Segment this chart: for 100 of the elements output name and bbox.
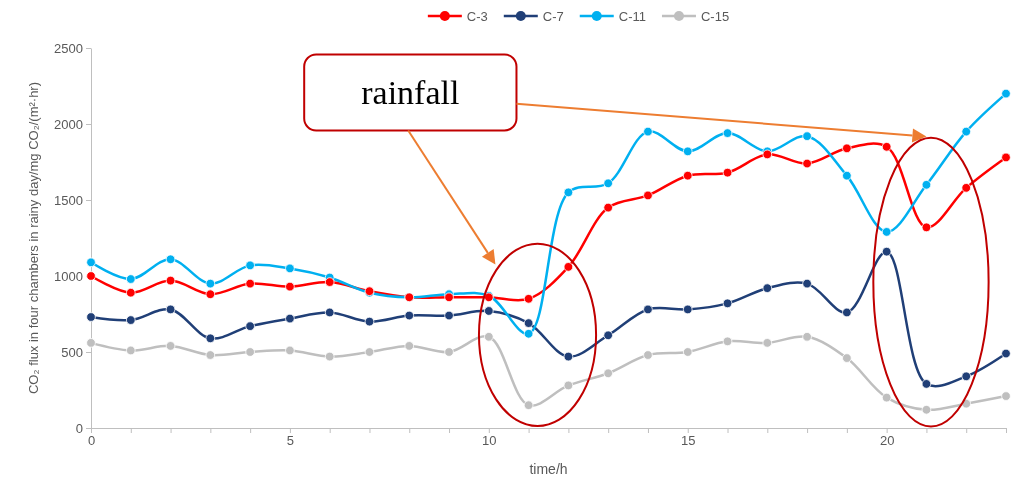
- y-tick-label: 2000: [54, 116, 83, 132]
- y-axis-title: CO₂ flux in four chambers in rainy day/mg CO₂/(m²·hr): [26, 81, 41, 395]
- x-tick-label: 5: [286, 433, 295, 449]
- point: [682, 347, 693, 357]
- point: [444, 310, 454, 321]
- x-axis-title: time/h: [529, 461, 568, 477]
- point: [126, 287, 136, 298]
- point: [364, 316, 375, 327]
- point: [285, 313, 295, 324]
- point: [802, 278, 812, 289]
- point: [444, 347, 454, 357]
- y-tick-label: 1000: [54, 268, 83, 284]
- point: [643, 190, 653, 201]
- y-tick-label: 2500: [54, 40, 83, 56]
- point: [324, 277, 335, 287]
- point: [205, 350, 216, 360]
- point: [563, 351, 574, 362]
- point: [762, 338, 773, 348]
- point: [563, 262, 574, 272]
- x-tick-label: 10: [482, 433, 497, 449]
- point: [802, 158, 812, 169]
- point: [682, 146, 693, 157]
- point: [523, 329, 534, 339]
- point: [603, 202, 613, 213]
- point: [921, 180, 932, 190]
- point: [126, 315, 136, 325]
- point: [364, 347, 375, 357]
- point: [603, 330, 613, 341]
- legend-label: C-11: [618, 8, 646, 24]
- point: [643, 304, 653, 315]
- point: [285, 345, 295, 356]
- point: [86, 271, 96, 281]
- legend-label: C-7: [542, 8, 564, 24]
- point: [722, 167, 733, 178]
- point: [285, 263, 295, 274]
- point: [245, 278, 255, 289]
- point: [165, 304, 176, 315]
- point: [444, 292, 454, 303]
- point: [165, 341, 176, 351]
- legend-label: C-3: [466, 8, 488, 24]
- legend-label: C-15: [700, 8, 730, 24]
- point: [165, 275, 176, 286]
- point: [682, 170, 693, 181]
- point: [245, 260, 255, 271]
- point: [205, 289, 216, 299]
- point: [126, 345, 136, 356]
- point: [881, 392, 892, 403]
- point: [603, 368, 613, 379]
- point: [523, 318, 534, 328]
- x-tick-label: 15: [681, 433, 696, 449]
- point: [921, 379, 932, 389]
- point: [842, 143, 852, 154]
- point: [86, 338, 96, 348]
- point: [1001, 391, 1011, 401]
- point: [643, 126, 653, 137]
- point: [126, 274, 136, 284]
- point: [205, 333, 216, 344]
- point: [484, 332, 494, 342]
- y-tick-label: 0: [75, 420, 83, 436]
- point: [285, 281, 295, 292]
- point: [881, 142, 892, 152]
- point: [881, 227, 892, 237]
- point: [802, 131, 812, 141]
- point: [842, 170, 852, 181]
- point: [961, 126, 971, 137]
- point: [404, 341, 415, 351]
- point: [523, 294, 534, 304]
- y-tick-label: 1500: [54, 192, 83, 208]
- point: [921, 222, 932, 233]
- point: [165, 254, 176, 265]
- point: [245, 347, 255, 357]
- point: [1001, 88, 1011, 99]
- point: [324, 307, 335, 318]
- point: [245, 321, 255, 331]
- point: [86, 257, 96, 268]
- point: [404, 310, 415, 321]
- point: [205, 278, 216, 289]
- point: [881, 246, 892, 257]
- point: [682, 304, 693, 315]
- point: [324, 351, 335, 362]
- point: [603, 178, 613, 189]
- x-tick-label: 0: [87, 433, 96, 449]
- point: [563, 380, 574, 391]
- point: [563, 187, 574, 198]
- point: [523, 400, 534, 410]
- point: [921, 405, 932, 415]
- point: [961, 371, 971, 382]
- x-tick-label: 20: [879, 433, 895, 449]
- y-tick-label: 500: [61, 344, 83, 360]
- point: [722, 128, 733, 138]
- point: [842, 353, 852, 363]
- point: [802, 332, 812, 342]
- point: [1001, 348, 1011, 359]
- point: [1001, 152, 1011, 163]
- point: [86, 312, 96, 322]
- point: [722, 298, 733, 309]
- point: [722, 336, 733, 347]
- point: [484, 306, 494, 316]
- point: [961, 183, 971, 193]
- annotation: rainfall: [361, 74, 460, 112]
